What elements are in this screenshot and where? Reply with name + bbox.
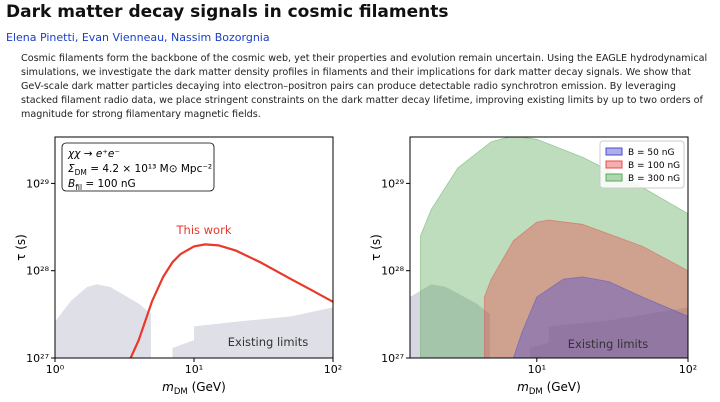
y-tick-label: 10²⁷ [26, 352, 49, 365]
info-rest: = 4.2 × 10¹³ M⊙ Mpc⁻² [87, 163, 212, 175]
x-tick-label: 10¹ [528, 363, 546, 376]
limits-area [55, 284, 333, 358]
info-main: χχ → e⁺e⁻ [67, 148, 120, 160]
legend-label: B = 300 nG [628, 174, 680, 184]
plot-frame [409, 136, 689, 359]
info-main: Σ [68, 163, 75, 175]
x-label-sub: DM [174, 387, 188, 397]
y-tick-label: 10²⁹ [381, 177, 404, 190]
x-axis-label: mDM (GeV) [162, 380, 226, 397]
info-main: B [68, 178, 75, 190]
legend-swatch [605, 160, 623, 169]
info-line: Bfil = 100 nG [68, 178, 136, 192]
legend-swatch [605, 147, 623, 156]
info-box [61, 142, 215, 192]
info-line: χχ → e⁺e⁻ [67, 148, 120, 160]
x-label-symbol: m [162, 380, 174, 394]
y-axis-label: τ (s) [369, 234, 383, 261]
legend-label: B = 100 nG [628, 161, 680, 171]
x-label-unit: (GeV) [543, 380, 581, 394]
series-label: This work [176, 223, 232, 237]
limits-area [410, 284, 688, 358]
x-tick-label: 10² [679, 363, 697, 376]
y-tick-label: 10²⁸ [381, 265, 404, 278]
y-tick-label: 10²⁷ [381, 352, 404, 365]
chart: Existing limits This work 10⁰ 10¹ 10² 10²⁷ 10²… [14, 136, 342, 397]
band [512, 276, 688, 358]
line [129, 243, 333, 358]
band [483, 219, 688, 358]
x-tick-label: 10⁰ [46, 363, 65, 376]
info-sub: DM [75, 168, 87, 177]
band [420, 137, 688, 358]
paper-title: Dark matter decay signals in cosmic fila… [6, 2, 449, 22]
x-tick-label: 10¹ [185, 363, 203, 376]
info-line: ΣDM = 4.2 × 10¹³ M⊙ Mpc⁻² [68, 163, 212, 177]
legend-box [599, 140, 685, 189]
legend-swatch [605, 173, 623, 182]
info-rest: = 100 nG [82, 178, 136, 190]
plot-area [55, 243, 333, 358]
x-axis-label: mDM (GeV) [517, 380, 581, 397]
legend-label: B = 50 nG [628, 148, 674, 158]
info-sub: fil [75, 183, 82, 192]
y-tick-label: 10²⁸ [26, 265, 49, 278]
y-axis-label: τ (s) [14, 234, 28, 261]
x-label-symbol: m [517, 380, 529, 394]
series-label: Existing limits [568, 337, 649, 351]
y-tick-label: 10²⁹ [26, 177, 49, 190]
plot-area [410, 137, 688, 358]
series-label: Existing limits [228, 335, 309, 349]
x-tick-label: 10² [324, 363, 342, 376]
authors: Elena Pinetti, Evan Vienneau, Nassim Boz… [6, 31, 270, 44]
x-label-sub: DM [529, 387, 543, 397]
chart: Existing limits 10¹ 10² 10²⁷ 10²⁸ 10²⁹ mDM (Ge… [369, 136, 697, 397]
x-label-unit: (GeV) [188, 380, 226, 394]
abstract: Cosmic filaments form the backbone of th… [21, 53, 708, 120]
